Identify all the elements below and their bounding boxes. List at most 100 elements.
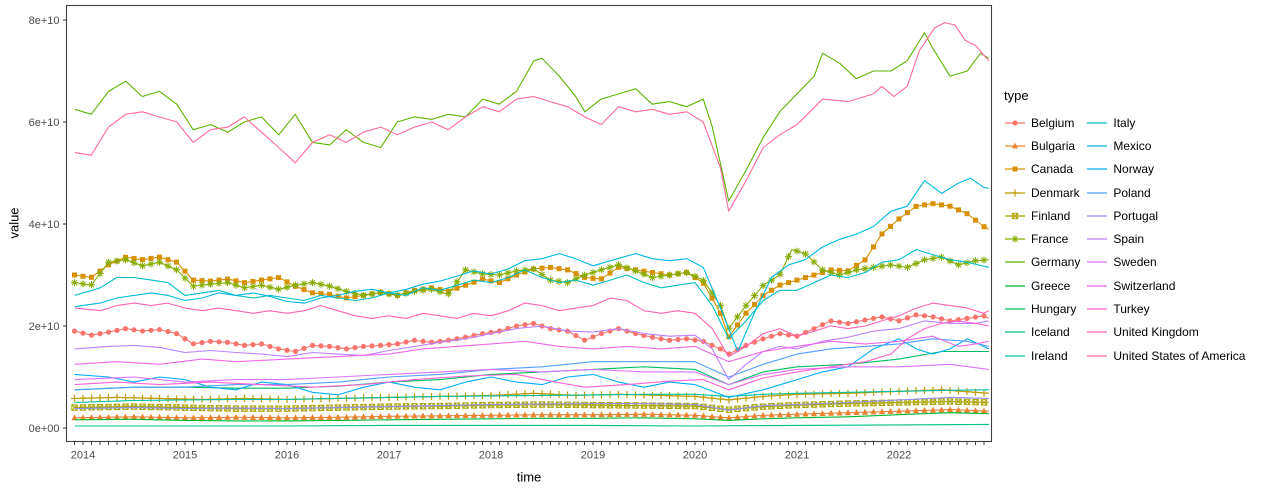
x-tick-label: 2020 <box>683 450 707 462</box>
legend-key-turkey <box>1087 308 1108 310</box>
series-line-united-states-of-america <box>74 22 990 212</box>
legend-key-denmark <box>1005 189 1025 197</box>
legend-key-united-states-of-america <box>1087 354 1108 357</box>
panel-border <box>65 4 993 443</box>
legend-item-iceland: Iceland <box>1004 321 1080 344</box>
legend-label: Iceland <box>1031 325 1070 340</box>
legend-key-poland <box>1087 191 1108 194</box>
legend-key-ireland <box>1005 354 1025 357</box>
x-tick-label: 2018 <box>479 450 503 462</box>
legend-key-germany <box>1005 261 1025 264</box>
x-tick-label: 2014 <box>71 450 95 462</box>
series-germany <box>74 32 990 202</box>
series-mexico <box>74 177 989 353</box>
legend-items: Belgium Bulgaria Canada Denmark Finland Franc… <box>1004 111 1245 367</box>
legend-label: United States of America <box>1113 348 1246 363</box>
legend-item-spain: Spain <box>1086 227 1245 250</box>
series-iceland <box>74 423 989 427</box>
series-greece <box>74 412 989 422</box>
series-line-portugal <box>74 396 989 411</box>
legend-label: Canada <box>1031 162 1074 177</box>
series-line-ireland <box>74 389 989 404</box>
legend-item-switzerland: Switzerland <box>1086 274 1245 297</box>
legend-label: Greece <box>1031 278 1071 293</box>
y-axis-title: value <box>6 207 22 239</box>
y-tick-label: 2e+10 <box>29 321 60 333</box>
y-tick-label: 8e+10 <box>29 15 60 27</box>
legend-item-mexico: Mexico <box>1086 134 1245 157</box>
y-tick-label: 0e+00 <box>29 423 60 435</box>
legend-label: United Kingdom <box>1113 325 1199 340</box>
legend-label: Denmark <box>1031 185 1080 200</box>
legend-label: Sweden <box>1113 255 1157 270</box>
legend-item-united-states-of-america: United States of America <box>1086 344 1245 367</box>
legend-key-iceland <box>1005 331 1025 333</box>
legend-key-hungary <box>1005 308 1025 310</box>
legend-item-united-kingdom: United Kingdom <box>1086 321 1245 344</box>
legend-key-greece <box>1005 285 1025 287</box>
legend-label: Mexico <box>1113 138 1152 153</box>
series-bulgaria <box>71 406 989 421</box>
series-line-germany <box>74 32 990 202</box>
legend-item-belgium: Belgium <box>1004 111 1080 134</box>
series-line-greece <box>74 412 989 422</box>
legend-label: Belgium <box>1031 115 1075 130</box>
x-tick-label: 2017 <box>377 450 401 462</box>
legend-item-canada: Canada <box>1004 158 1080 181</box>
series-line-iceland <box>74 423 989 427</box>
series-line-turkey <box>74 320 989 391</box>
legend-item-france: France <box>1004 227 1080 250</box>
legend-item-portugal: Portugal <box>1086 204 1245 227</box>
legend-key-norway <box>1087 168 1108 170</box>
legend-item-turkey: Turkey <box>1086 297 1245 320</box>
legend-label: Hungary <box>1031 302 1077 317</box>
series-line-switzerland <box>74 335 989 365</box>
legend-item-finland: Finland <box>1004 204 1080 227</box>
series-line-mexico <box>74 177 989 353</box>
legend-key-switzerland <box>1087 285 1108 287</box>
x-tick-label: 2015 <box>173 450 197 462</box>
y-tick-label: 4e+10 <box>29 219 60 231</box>
series-line-sweden <box>74 363 989 386</box>
legend-item-ireland: Ireland <box>1004 344 1080 367</box>
legend-item-denmark: Denmark <box>1004 181 1080 204</box>
legend-key-mexico <box>1087 145 1108 147</box>
series-united-kingdom <box>74 297 990 358</box>
legend-key-belgium <box>1005 120 1025 126</box>
x-tick-label: 2021 <box>785 450 809 462</box>
legend-key-france <box>1005 235 1025 243</box>
legend-key-sweden <box>1087 261 1108 264</box>
legend-item-hungary: Hungary <box>1004 297 1080 320</box>
legend-label: Norway <box>1113 162 1155 177</box>
legend-item-sweden: Sweden <box>1086 251 1245 274</box>
series-turkey <box>74 320 989 391</box>
series-spain <box>74 320 989 381</box>
legend-label: Turkey <box>1113 302 1150 317</box>
legend-label: Finland <box>1031 208 1071 223</box>
series-line-norway <box>74 338 990 398</box>
legend-item-bulgaria: Bulgaria <box>1004 134 1080 157</box>
x-axis-title: time <box>516 469 542 485</box>
legend-label: Portugal <box>1113 208 1159 223</box>
series-norway <box>74 338 990 398</box>
x-tick-label: 2019 <box>581 450 605 462</box>
legend-key-spain <box>1087 238 1108 240</box>
x-tick-label: 2016 <box>275 450 299 462</box>
legend-key-bulgaria <box>1005 142 1025 149</box>
legend-label: France <box>1031 232 1069 247</box>
legend-label: Spain <box>1113 232 1145 247</box>
series-sweden <box>74 363 989 386</box>
legend-item-norway: Norway <box>1086 158 1245 181</box>
series-portugal <box>74 396 989 411</box>
legend-item-germany: Germany <box>1004 251 1080 274</box>
x-tick-label: 2022 <box>887 450 911 462</box>
legend-item-poland: Poland <box>1086 181 1245 204</box>
legend-key-finland <box>1005 212 1025 220</box>
legend-label: Ireland <box>1031 348 1068 363</box>
y-tick-label: 6e+10 <box>29 117 60 129</box>
legend-label: Germany <box>1031 255 1081 270</box>
legend-key-italy <box>1087 121 1108 124</box>
legend-label: Switzerland <box>1113 278 1176 293</box>
